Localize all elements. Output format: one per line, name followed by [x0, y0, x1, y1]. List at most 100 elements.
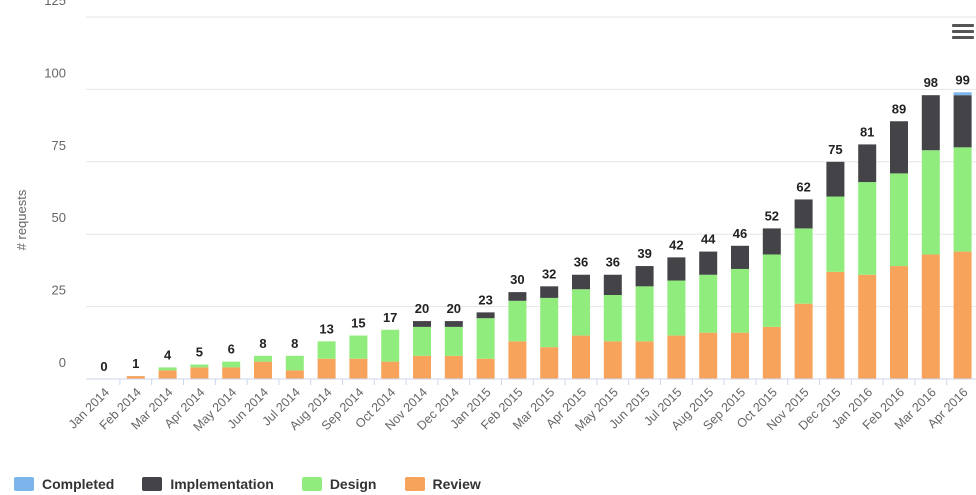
total-label: 30 [510, 272, 524, 287]
legend-swatch [142, 477, 163, 491]
total-label: 75 [828, 142, 842, 157]
bar-design[interactable] [731, 268, 749, 333]
bar-design[interactable] [476, 318, 495, 359]
total-label: 62 [796, 179, 810, 194]
total-label: 81 [860, 124, 874, 139]
bar-design[interactable] [349, 335, 368, 359]
bar-design[interactable] [540, 297, 559, 348]
bar-review[interactable] [890, 266, 908, 379]
legend: Completed Implementation Design Review [14, 476, 481, 492]
bar-design[interactable] [858, 182, 877, 275]
bar-implementation[interactable] [762, 228, 781, 255]
bar-implementation[interactable] [826, 161, 845, 197]
total-label: 52 [765, 208, 779, 223]
bar-design[interactable] [953, 147, 972, 252]
legend-item-completed[interactable]: Completed [14, 476, 114, 492]
legend-item-implementation[interactable]: Implementation [142, 476, 274, 492]
bar-review[interactable] [731, 332, 749, 379]
bar-implementation[interactable] [858, 144, 877, 183]
bar-design[interactable] [890, 173, 908, 267]
bar-review[interactable] [413, 355, 431, 379]
bar-review[interactable] [126, 376, 145, 379]
bar-implementation[interactable] [890, 121, 908, 174]
bar-review[interactable] [699, 332, 718, 379]
total-label: 99 [955, 72, 969, 87]
bar-design[interactable] [794, 228, 813, 304]
bar-review[interactable] [953, 251, 972, 379]
total-label: 36 [574, 255, 588, 270]
bar-review[interactable] [635, 341, 654, 379]
bar-review[interactable] [762, 326, 781, 379]
bar-review[interactable] [349, 358, 368, 379]
total-label: 15 [351, 316, 365, 331]
y-axis-label: # requests [14, 189, 29, 250]
bar-design[interactable] [444, 326, 463, 356]
total-label: 98 [924, 75, 938, 90]
bar-review[interactable] [603, 341, 622, 379]
bar-design[interactable] [635, 286, 654, 342]
bar-implementation[interactable] [444, 321, 463, 327]
bar-implementation[interactable] [635, 266, 654, 287]
bar-design[interactable] [413, 326, 431, 356]
bar-design[interactable] [254, 355, 272, 362]
bar-design[interactable] [572, 289, 590, 336]
total-label: 44 [701, 232, 716, 247]
bar-review[interactable] [222, 367, 241, 379]
bar-implementation[interactable] [540, 286, 559, 298]
bar-review[interactable] [508, 341, 527, 379]
bar-design[interactable] [762, 254, 781, 327]
total-label: 5 [196, 345, 203, 360]
hamburger-menu-icon[interactable] [952, 24, 974, 42]
bar-implementation[interactable] [508, 292, 527, 301]
bar-review[interactable] [254, 361, 272, 379]
bar-implementation[interactable] [731, 245, 749, 269]
bar-implementation[interactable] [953, 95, 972, 148]
bar-design[interactable] [921, 150, 940, 255]
total-label: 42 [669, 237, 683, 252]
bar-review[interactable] [444, 355, 463, 379]
bar-implementation[interactable] [921, 95, 940, 151]
bar-review[interactable] [667, 335, 686, 379]
bar-review[interactable] [858, 274, 877, 379]
bar-completed[interactable] [953, 92, 972, 96]
bar-design[interactable] [222, 361, 241, 368]
bar-implementation[interactable] [699, 251, 718, 275]
bar-design[interactable] [826, 196, 845, 272]
bar-review[interactable] [540, 347, 559, 379]
bar-design[interactable] [190, 364, 209, 368]
y-tick-label: 75 [52, 138, 66, 153]
legend-item-review[interactable]: Review [404, 476, 481, 492]
legend-label: Review [432, 476, 481, 492]
bar-review[interactable] [476, 358, 495, 379]
bar-review[interactable] [317, 358, 336, 379]
bar-review[interactable] [381, 361, 400, 379]
bar-review[interactable] [158, 370, 177, 379]
bar-implementation[interactable] [413, 321, 431, 327]
bar-implementation[interactable] [572, 274, 590, 290]
bar-design[interactable] [285, 355, 304, 371]
bar-design[interactable] [508, 300, 527, 342]
y-tick-label: 0 [59, 355, 66, 370]
y-tick-label: 100 [44, 65, 66, 80]
bar-implementation[interactable] [794, 199, 813, 229]
bar-review[interactable] [826, 271, 845, 379]
bar-design[interactable] [317, 341, 336, 359]
total-label: 46 [733, 226, 747, 241]
bar-implementation[interactable] [603, 274, 622, 296]
bar-review[interactable] [285, 370, 304, 379]
bar-review[interactable] [572, 335, 590, 379]
bar-implementation[interactable] [476, 312, 495, 319]
bar-review[interactable] [794, 303, 813, 379]
bar-design[interactable] [158, 367, 177, 371]
bar-implementation[interactable] [667, 257, 686, 281]
bar-design[interactable] [667, 280, 686, 336]
bar-design[interactable] [699, 274, 718, 333]
bar-design[interactable] [603, 295, 622, 342]
total-label: 39 [637, 246, 651, 261]
bar-design[interactable] [381, 329, 400, 362]
bar-review[interactable] [190, 367, 209, 379]
bar-review[interactable] [921, 254, 940, 379]
legend-item-design[interactable]: Design [301, 476, 377, 492]
bars [126, 92, 972, 379]
